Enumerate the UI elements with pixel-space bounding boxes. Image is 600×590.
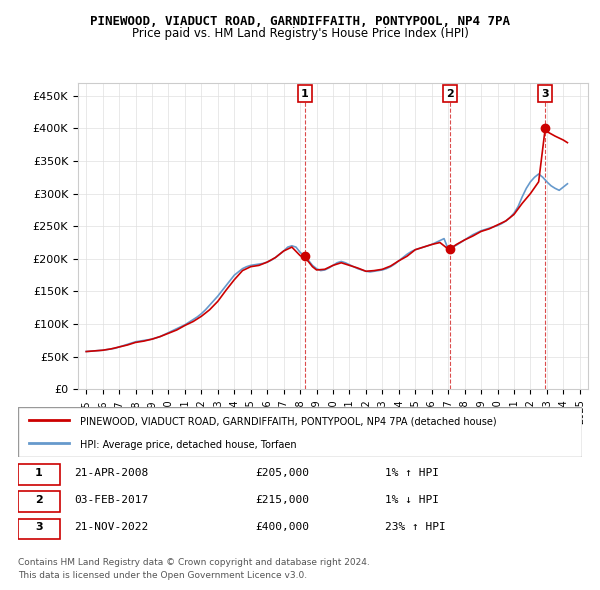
Text: £205,000: £205,000: [255, 467, 309, 477]
Text: £215,000: £215,000: [255, 495, 309, 505]
Text: 1% ↓ HPI: 1% ↓ HPI: [385, 495, 439, 505]
Text: 23% ↑ HPI: 23% ↑ HPI: [385, 522, 445, 532]
Text: £400,000: £400,000: [255, 522, 309, 532]
Text: PINEWOOD, VIADUCT ROAD, GARNDIFFAITH, PONTYPOOL, NP4 7PA: PINEWOOD, VIADUCT ROAD, GARNDIFFAITH, PO…: [90, 15, 510, 28]
Text: 2: 2: [35, 495, 43, 505]
Text: 1% ↑ HPI: 1% ↑ HPI: [385, 467, 439, 477]
FancyBboxPatch shape: [18, 464, 60, 484]
Text: 3: 3: [35, 522, 43, 532]
Text: 2: 2: [446, 88, 454, 99]
Text: 21-NOV-2022: 21-NOV-2022: [74, 522, 149, 532]
Text: Contains HM Land Registry data © Crown copyright and database right 2024.: Contains HM Land Registry data © Crown c…: [18, 558, 370, 566]
Text: 21-APR-2008: 21-APR-2008: [74, 467, 149, 477]
Text: This data is licensed under the Open Government Licence v3.0.: This data is licensed under the Open Gov…: [18, 571, 307, 579]
Text: 3: 3: [541, 88, 549, 99]
FancyBboxPatch shape: [18, 519, 60, 539]
FancyBboxPatch shape: [18, 407, 582, 457]
FancyBboxPatch shape: [18, 491, 60, 512]
Text: HPI: Average price, detached house, Torfaen: HPI: Average price, detached house, Torf…: [80, 440, 296, 450]
Text: Price paid vs. HM Land Registry's House Price Index (HPI): Price paid vs. HM Land Registry's House …: [131, 27, 469, 40]
Text: 1: 1: [301, 88, 309, 99]
Text: PINEWOOD, VIADUCT ROAD, GARNDIFFAITH, PONTYPOOL, NP4 7PA (detached house): PINEWOOD, VIADUCT ROAD, GARNDIFFAITH, PO…: [80, 416, 497, 426]
Text: 03-FEB-2017: 03-FEB-2017: [74, 495, 149, 505]
Text: 1: 1: [35, 467, 43, 477]
